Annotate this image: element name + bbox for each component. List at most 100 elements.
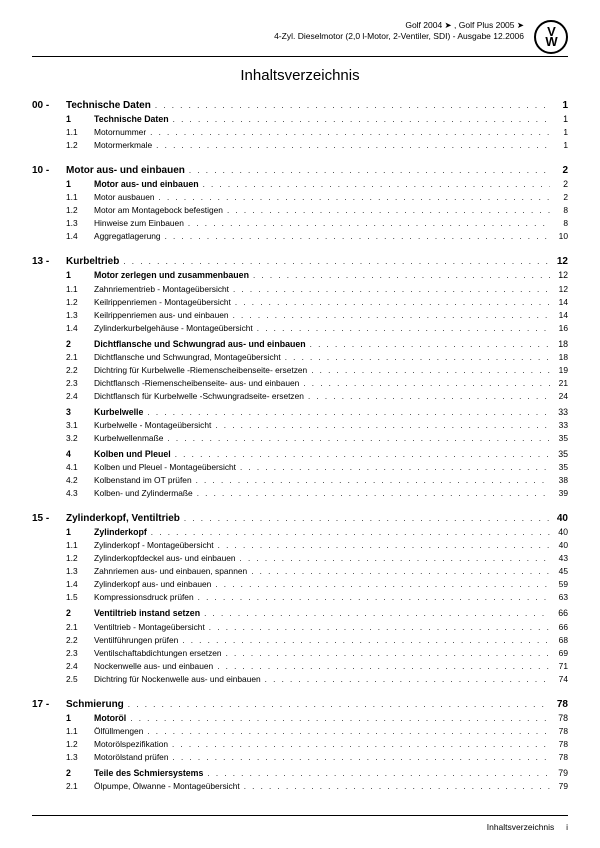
toc-item-label: Kolbenstand im OT prüfen (94, 474, 192, 487)
toc-item-num: 1.1 (66, 539, 94, 552)
toc-item-num: 4.2 (66, 474, 94, 487)
toc-item-page: 68 (550, 634, 568, 647)
toc-item-l1: 2Dichtflansche und Schwungrad aus- und e… (32, 338, 568, 351)
toc-dots (229, 310, 550, 322)
toc-item-label: Ventilführungen prüfen (94, 634, 178, 647)
toc-item-l2: 2.2Ventilführungen prüfen68 (32, 634, 568, 647)
toc-item-page: 14 (550, 309, 568, 322)
toc-item-page: 12 (550, 283, 568, 296)
toc-item-page: 78 (550, 712, 568, 725)
toc-item-num: 2.2 (66, 364, 94, 377)
toc-dots (143, 407, 550, 419)
toc-item-l1: 4Kolben und Pleuel35 (32, 448, 568, 461)
toc-item-num: 2.1 (66, 621, 94, 634)
toc-section-row: 00 -Technische Daten1 (32, 98, 568, 113)
toc-item-l2: 1.1Motornummer1 (32, 126, 568, 139)
toc-item-label: Motor am Montagebock befestigen (94, 204, 223, 217)
toc-dots (192, 475, 550, 487)
toc-item-l1: 3Kurbelwelle33 (32, 406, 568, 419)
toc-item-page: 16 (550, 322, 568, 335)
toc-item-num: 1 (66, 712, 94, 725)
toc-item-l2: 1.2Keilrippenriemen - Montageübersicht14 (32, 296, 568, 309)
toc-item-page: 39 (550, 487, 568, 500)
toc-section-label: Motor aus- und einbauen (66, 163, 185, 178)
toc-item-label: Technische Daten (94, 113, 169, 126)
toc-item-l2: 3.2Kurbelwellenmaße35 (32, 432, 568, 445)
toc-item-label: Kolben und Pleuel (94, 448, 171, 461)
footer-rule (32, 815, 568, 816)
toc-item-l1: 1Zylinderkopf40 (32, 526, 568, 539)
toc-item-l2: 4.2Kolbenstand im OT prüfen38 (32, 474, 568, 487)
toc-dots (261, 674, 550, 686)
toc-item-num: 1.3 (66, 217, 94, 230)
toc-dots (200, 608, 550, 620)
toc-item-label: Kurbelwelle - Montageübersicht (94, 419, 211, 432)
toc-item-page: 40 (550, 539, 568, 552)
toc-item-num: 1.2 (66, 139, 94, 152)
toc-dots (222, 648, 550, 660)
toc-section-label: Kurbeltrieb (66, 254, 119, 269)
toc-dots (143, 726, 550, 738)
toc-item-num: 1 (66, 113, 94, 126)
toc-item-l1: 1Motoröl78 (32, 712, 568, 725)
toc-item-page: 63 (550, 591, 568, 604)
toc-item-page: 35 (550, 448, 568, 461)
toc-item-page: 18 (550, 351, 568, 364)
header-rule (32, 56, 568, 57)
toc-dots (163, 433, 550, 445)
toc-item-page: 2 (550, 191, 568, 204)
toc-item-page: 45 (550, 565, 568, 578)
toc-item-l1: 2Teile des Schmiersystems 79 (32, 767, 568, 780)
toc-item-l2: 2.3Dichtflansch -Riemenscheibenseite- au… (32, 377, 568, 390)
toc-dots (213, 661, 550, 673)
toc-item-num: 1.1 (66, 725, 94, 738)
toc-item-num: 2 (66, 767, 94, 780)
toc-item-num: 3.2 (66, 432, 94, 445)
toc-item-page: 8 (550, 217, 568, 230)
toc-section: 15 -Zylinderkopf, Ventiltrieb401Zylinder… (32, 511, 568, 685)
toc-dots (184, 218, 550, 230)
toc-item-page: 71 (550, 660, 568, 673)
toc-dots (240, 781, 550, 793)
toc-section: 10 -Motor aus- und einbauen21Motor aus- … (32, 163, 568, 243)
toc-item-num: 1.5 (66, 591, 94, 604)
toc-item-label: Ventiltrieb - Montageübersicht (94, 621, 205, 634)
toc-item-num: 2.1 (66, 780, 94, 793)
toc-item-l2: 2.2Dichtring für Kurbelwelle -Riemensche… (32, 364, 568, 377)
toc-item-l2: 1.2Motorölspezifikation78 (32, 738, 568, 751)
toc-item-label: Dichtflansch für Kurbelwelle -Schwungrad… (94, 390, 304, 403)
toc-dots (249, 270, 550, 282)
toc-item-label: Kolben- und Zylindermaße (94, 487, 193, 500)
toc-dots (299, 378, 550, 390)
toc-item-num: 2.4 (66, 390, 94, 403)
toc-item-page: 78 (550, 725, 568, 738)
toc-item-l2: 2.3Ventilschaftabdichtungen ersetzen69 (32, 647, 568, 660)
toc-item-page: 1 (550, 113, 568, 126)
toc-item-label: Kurbelwellenmaße (94, 432, 163, 445)
toc-item-l2: 1.2Motormerkmale1 (32, 139, 568, 152)
toc-item-label: Motorölspezifikation (94, 738, 168, 751)
toc-section-page: 78 (550, 697, 568, 712)
toc-dots (281, 352, 550, 364)
footer-label: Inhaltsverzeichnis (487, 822, 555, 832)
table-of-contents: 00 -Technische Daten11Technische Daten11… (32, 98, 568, 793)
toc-item-page: 14 (550, 296, 568, 309)
toc-item-label: Ölfüllmengen (94, 725, 143, 738)
toc-item-label: Zylinderkopfdeckel aus- und einbauen (94, 552, 236, 565)
toc-item-label: Teile des Schmiersystems (94, 767, 203, 780)
toc-item-page: 79 (550, 767, 568, 780)
toc-item-l2: 2.1Ventiltrieb - Montageübersicht66 (32, 621, 568, 634)
toc-item-l2: 1.1Ölfüllmengen 78 (32, 725, 568, 738)
toc-item-page: 19 (550, 364, 568, 377)
toc-item-page: 8 (550, 204, 568, 217)
toc-item-label: Zahnriementrieb - Montageübersicht (94, 283, 229, 296)
toc-item-page: 78 (550, 738, 568, 751)
toc-section-row: 13 -Kurbeltrieb12 (32, 254, 568, 269)
toc-dots (307, 365, 550, 377)
toc-item-page: 79 (550, 780, 568, 793)
toc-dots (236, 553, 550, 565)
toc-item-label: Ölpumpe, Ölwanne - Montageübersicht (94, 780, 240, 793)
toc-item-label: Keilrippenriemen aus- und einbauen (94, 309, 229, 322)
toc-item-num: 4.1 (66, 461, 94, 474)
toc-dots (180, 513, 550, 525)
